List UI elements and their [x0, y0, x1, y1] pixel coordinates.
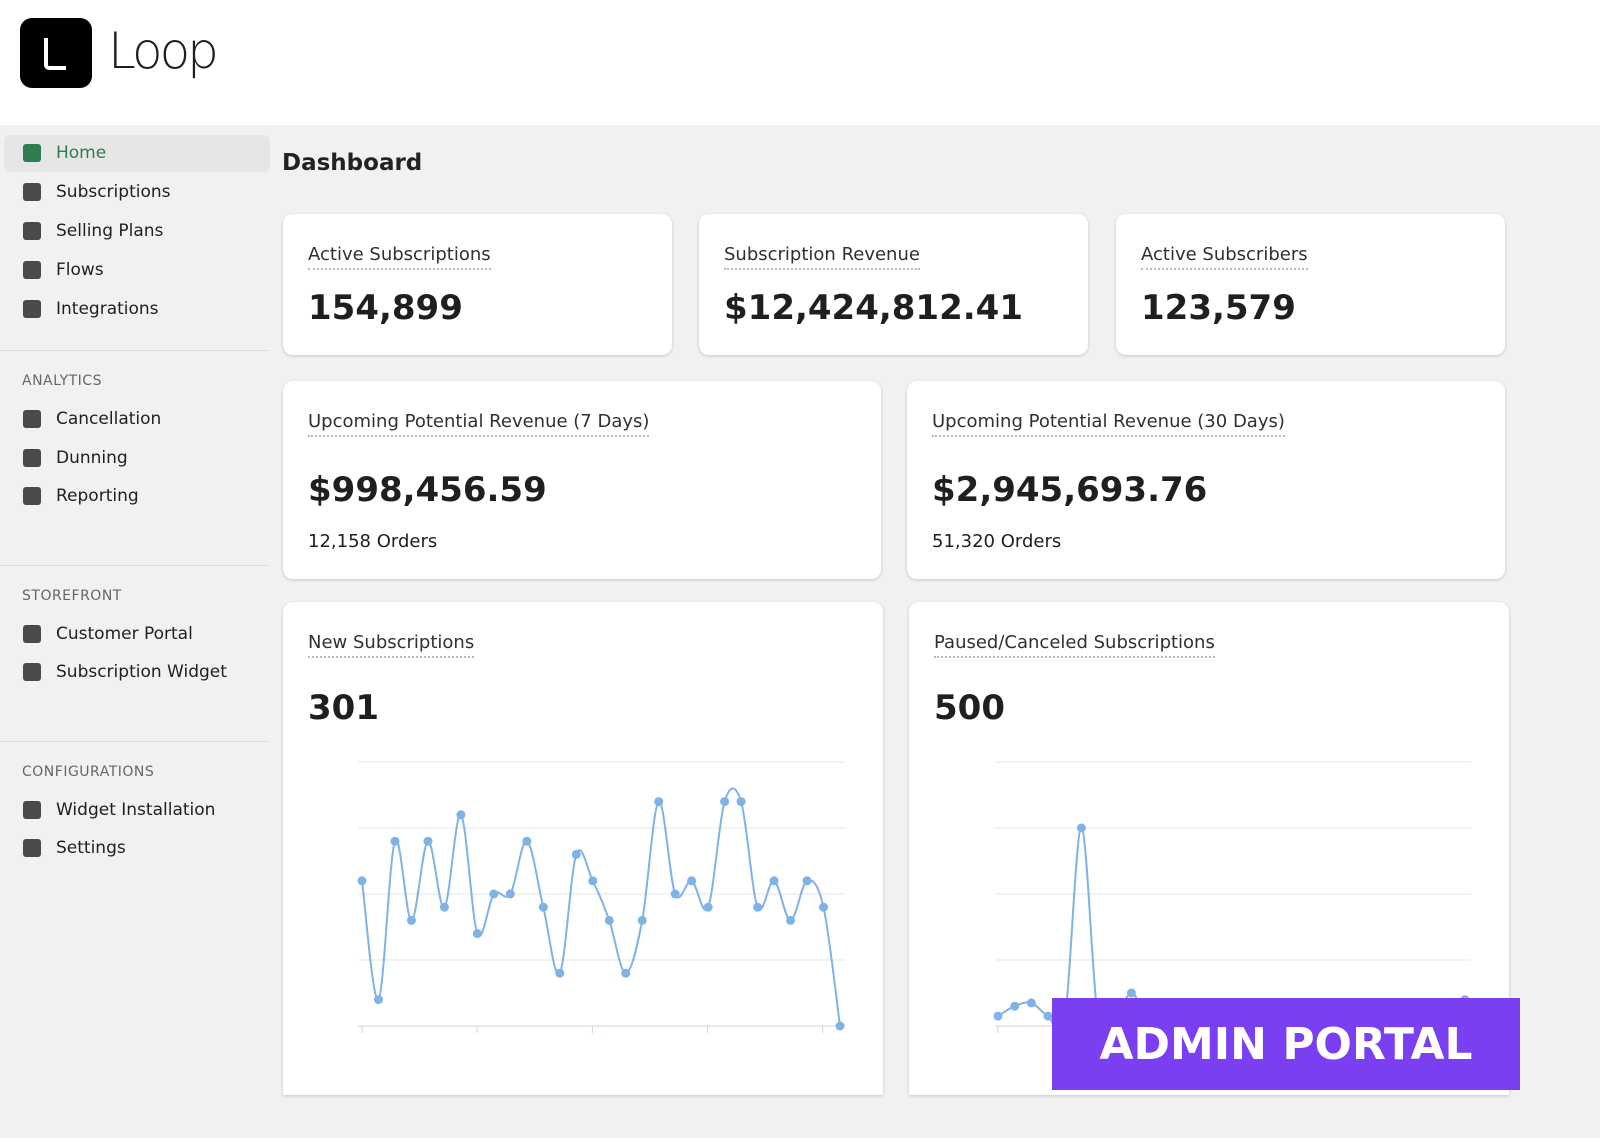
point — [993, 1011, 1003, 1021]
stat-card: Active Subscriptions 154,899 — [283, 214, 672, 355]
chart-title: New Subscriptions — [308, 632, 475, 658]
nav-item[interactable]: Reporting — [56, 486, 139, 506]
nav-separator — [0, 564, 270, 566]
point — [687, 876, 697, 886]
nav-item[interactable]: Dunning — [56, 447, 128, 468]
point — [1076, 823, 1086, 833]
nav-item[interactable]: Home — [56, 143, 107, 163]
point — [423, 836, 433, 846]
nav-icon — [23, 624, 41, 643]
nav-icon — [23, 222, 41, 240]
point — [555, 968, 565, 978]
revenue-value: $998,456.59 — [308, 470, 547, 510]
revenue-orders: 12,158 Orders — [308, 531, 438, 552]
chart-total: 500 — [934, 688, 1005, 728]
stat-value: 154,899 — [308, 288, 463, 328]
nav-item[interactable]: Customer Portal — [56, 623, 193, 644]
point — [670, 889, 680, 899]
nav-separator — [0, 740, 270, 742]
point — [802, 876, 812, 886]
point — [786, 915, 796, 925]
point — [456, 810, 466, 820]
nav-item[interactable]: Subscription Widget — [56, 662, 227, 682]
stat-label: Active Subscribers — [1141, 244, 1308, 270]
point — [819, 902, 829, 912]
stat-card: Active Subscribers 123,579 — [1116, 214, 1505, 355]
nav-separator — [0, 350, 270, 351]
point — [621, 968, 631, 978]
stat-label: Active Subscriptions — [308, 244, 491, 270]
page-title: Dashboard — [282, 150, 423, 176]
point — [1026, 998, 1036, 1008]
stat-value: 123,579 — [1141, 288, 1296, 328]
revenue-label: Upcoming Potential Revenue (7 Days) — [308, 411, 650, 437]
nav-icon — [23, 261, 41, 279]
nav-active-bg — [4, 135, 270, 172]
stat-value: $12,424,812.41 — [724, 288, 1023, 328]
header: Loop — [0, 0, 1600, 125]
point — [736, 797, 746, 807]
point — [604, 915, 614, 925]
nav-item[interactable]: Selling Plans — [56, 221, 164, 241]
chart-total: 301 — [308, 688, 379, 728]
nav-section-heading: ANALYTICS — [22, 373, 102, 389]
logo-mark[interactable] — [20, 18, 92, 88]
nav-item[interactable]: Settings — [56, 838, 126, 858]
stat-label: Subscription Revenue — [724, 244, 920, 270]
nav-icon — [23, 487, 41, 505]
revenue-orders: 51,320 Orders — [932, 531, 1062, 552]
nav-section-heading: CONFIGURATIONS — [22, 763, 155, 780]
point — [769, 876, 779, 886]
point — [654, 797, 664, 807]
point — [1043, 1011, 1053, 1021]
banner: ADMIN PORTAL — [1052, 998, 1520, 1090]
revenue-label: Upcoming Potential Revenue (30 Days) — [932, 411, 1285, 437]
point — [406, 915, 416, 925]
nav-icon — [23, 663, 41, 681]
point — [489, 889, 499, 899]
revenue-card: Upcoming Potential Revenue (30 Days) $2,9… — [907, 381, 1505, 579]
line — [361, 787, 841, 1027]
chart-title: Paused/Canceled Subscriptions — [934, 632, 1215, 658]
point — [835, 1021, 845, 1031]
point — [1010, 1001, 1020, 1011]
nav-item[interactable]: Widget Installation — [56, 799, 216, 820]
point — [571, 849, 581, 859]
point — [373, 995, 383, 1005]
point — [505, 889, 515, 899]
nav-section-heading: STOREFRONT — [22, 587, 122, 604]
point — [522, 836, 532, 846]
nav-item[interactable]: Cancellation — [56, 409, 162, 429]
point — [1126, 988, 1136, 998]
revenue-value: $2,945,693.76 — [932, 470, 1208, 510]
stat-card: Subscription Revenue $12,424,812.41 — [699, 214, 1088, 355]
nav-item[interactable]: Flows — [56, 260, 104, 280]
nav-icon — [23, 839, 41, 857]
nav-item[interactable]: Subscriptions — [56, 182, 171, 202]
point — [637, 915, 647, 925]
nav-icon — [23, 300, 41, 318]
nav-icon — [23, 410, 41, 428]
point — [720, 797, 730, 807]
nav-icon — [23, 183, 41, 201]
logo-text: Loop — [108, 22, 219, 80]
point — [390, 836, 400, 846]
point — [588, 876, 598, 886]
point — [703, 902, 713, 912]
point — [357, 876, 367, 886]
chart-card: New Subscriptions 301 — [283, 602, 883, 1095]
point — [439, 902, 449, 912]
nav-icon — [23, 448, 41, 467]
revenue-card: Upcoming Potential Revenue (7 Days) $998,… — [283, 381, 881, 579]
nav-icon — [23, 144, 41, 162]
nav-icon — [23, 800, 41, 819]
point — [472, 929, 482, 939]
point — [753, 902, 763, 912]
point — [538, 902, 548, 912]
nav-item[interactable]: Integrations — [56, 299, 159, 319]
